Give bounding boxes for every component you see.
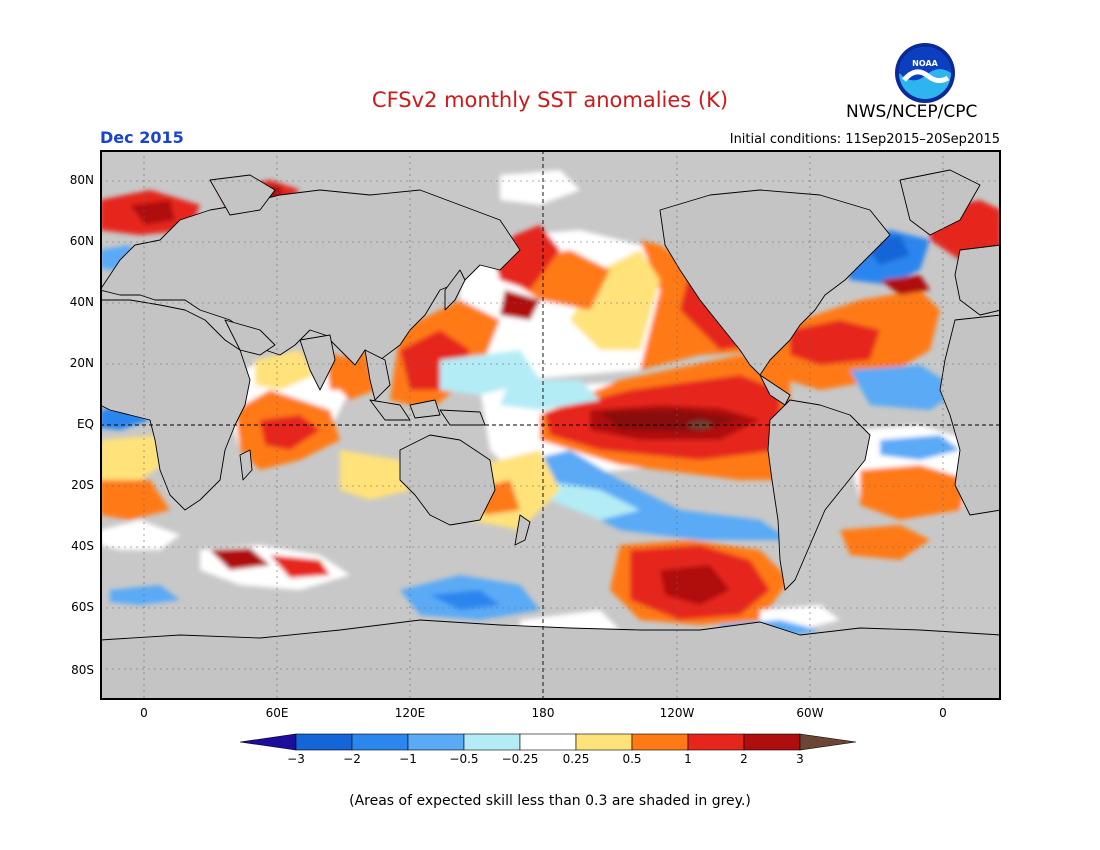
africa-landmass bbox=[100, 299, 251, 511]
lon-label-120e: 120E bbox=[394, 706, 426, 720]
indonesia-2 bbox=[409, 399, 441, 419]
north-america bbox=[659, 189, 891, 376]
lon-label-0: 0 bbox=[140, 706, 148, 720]
lon-label-120w: 120W bbox=[659, 706, 695, 720]
colorbar-segment-9 bbox=[743, 733, 801, 751]
arabia bbox=[224, 319, 276, 356]
colorbar-segment-2 bbox=[351, 733, 409, 751]
initial-conditions-label: Initial conditions: 11Sep2015–20Sep2015 bbox=[729, 132, 1000, 147]
central-america bbox=[759, 374, 791, 406]
land-masses bbox=[100, 169, 1001, 700]
gridlines bbox=[100, 150, 1001, 700]
japan bbox=[444, 269, 466, 311]
lat-label-60n: 60N bbox=[69, 234, 94, 248]
chart-title: CFSv2 monthly SST anomalies (K) bbox=[371, 88, 729, 112]
colorbar-segment-1 bbox=[295, 733, 353, 751]
equator-dateline bbox=[100, 150, 1001, 700]
colorbar-label: −2 bbox=[343, 752, 361, 766]
africa-east bbox=[939, 314, 1001, 516]
agency-label: NWS/NCEP/CPC bbox=[846, 102, 978, 122]
colorbar-segment-low bbox=[240, 733, 297, 751]
lat-label-20s: 20S bbox=[71, 478, 94, 492]
colorbar-label: −0.5 bbox=[449, 752, 479, 766]
lat-label-eq: EQ bbox=[76, 417, 94, 431]
colorbar-segment-3 bbox=[407, 733, 465, 751]
colorbar-label: −1 bbox=[399, 752, 417, 766]
colorbar-label: −0.25 bbox=[501, 752, 539, 766]
lat-label-80s: 80S bbox=[71, 663, 94, 677]
colorbar-segment-5 bbox=[519, 733, 577, 751]
colorbar-segment-7 bbox=[631, 733, 689, 751]
colorbar-label: 0.5 bbox=[622, 752, 642, 766]
lon-label-0-east: 0 bbox=[939, 706, 947, 720]
lon-label-60w: 60W bbox=[796, 706, 824, 720]
colorbar-segment-high bbox=[799, 733, 857, 751]
colorbar-label: 3 bbox=[796, 752, 804, 766]
europe-east bbox=[954, 244, 1001, 316]
colorbar-label: 1 bbox=[684, 752, 692, 766]
sst-anomaly-map bbox=[100, 150, 1001, 700]
greenland bbox=[899, 169, 981, 236]
noaa-logo-icon: NOAA bbox=[894, 42, 956, 104]
colorbar-segment-6 bbox=[575, 733, 633, 751]
colorbar-label: 0.25 bbox=[562, 752, 590, 766]
lat-label-20n: 20N bbox=[69, 356, 94, 370]
lat-label-40n: 40N bbox=[69, 295, 94, 309]
australia bbox=[399, 434, 496, 526]
map-frame bbox=[100, 150, 1001, 700]
lat-label-40s: 40S bbox=[71, 539, 94, 553]
antarctica bbox=[100, 619, 1001, 700]
svg-text:NOAA: NOAA bbox=[912, 59, 938, 68]
india bbox=[299, 334, 336, 391]
lat-label-80n: 80N bbox=[69, 173, 94, 187]
colorbar-segment-8 bbox=[687, 733, 745, 751]
colorbar-label: −3 bbox=[287, 752, 305, 766]
lon-label-60e: 60E bbox=[265, 706, 289, 720]
skill-footnote: (Areas of expected skill less than 0.3 a… bbox=[349, 793, 751, 809]
greenland-west bbox=[209, 174, 276, 216]
valid-month-label: Dec 2015 bbox=[100, 128, 184, 147]
se-asia bbox=[364, 349, 391, 401]
new-zealand bbox=[514, 514, 531, 546]
colorbar-segment-4 bbox=[463, 733, 521, 751]
colorbar bbox=[240, 733, 857, 751]
lon-label-180: 180 bbox=[531, 706, 555, 720]
colorbar-label: 2 bbox=[740, 752, 748, 766]
madagascar bbox=[239, 449, 253, 481]
lat-label-60s: 60S bbox=[71, 600, 94, 614]
